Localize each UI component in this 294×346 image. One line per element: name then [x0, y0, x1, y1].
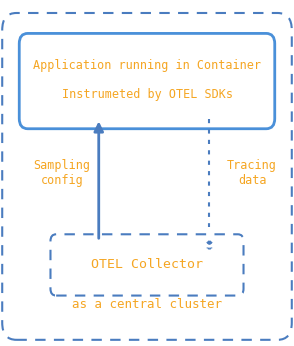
Text: Tracing
data: Tracing data — [227, 159, 277, 187]
Text: Sampling
config: Sampling config — [33, 159, 90, 187]
Text: Application running in Container: Application running in Container — [33, 59, 261, 72]
Text: Instrumeted by OTEL SDKs: Instrumeted by OTEL SDKs — [61, 88, 233, 101]
Text: as a central cluster: as a central cluster — [72, 298, 222, 311]
Text: OTEL Collector: OTEL Collector — [91, 258, 203, 271]
